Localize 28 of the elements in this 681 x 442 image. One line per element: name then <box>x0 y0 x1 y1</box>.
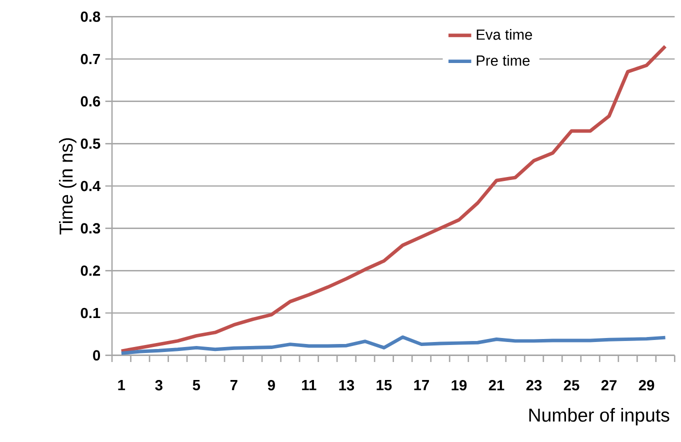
x-tick-label: 27 <box>601 380 617 390</box>
x-tick-label: 13 <box>339 380 354 390</box>
x-tick-label: 15 <box>376 380 392 390</box>
x-tick-label: 7 <box>230 380 238 390</box>
y-tick-label: 0.1 <box>80 308 100 318</box>
legend-label: Pre time <box>476 55 530 66</box>
y-tick-label: 0.3 <box>80 223 100 234</box>
x-tick-label: 9 <box>268 380 275 390</box>
x-tick-label: 25 <box>564 380 580 390</box>
x-axis-title: Number of inputs <box>529 408 670 426</box>
x-tick-label: 29 <box>638 380 654 390</box>
y-tick-label: 0.4 <box>80 180 101 192</box>
x-tick-label: 3 <box>155 380 162 390</box>
x-tick-label: 23 <box>526 380 542 390</box>
y-tick-label: 0.2 <box>80 265 100 276</box>
y-tick-label: 0.6 <box>80 96 100 107</box>
y-axis-title: Time (in ns) <box>59 138 76 234</box>
x-tick-label: 11 <box>302 380 316 390</box>
x-tick-label: 17 <box>414 380 429 390</box>
y-tick-label: 0.7 <box>80 54 100 64</box>
x-tick-label: 1 <box>118 380 126 390</box>
y-tick-label: 0 <box>93 350 100 361</box>
legend-label: Eva time <box>476 29 532 40</box>
x-tick-label: 21 <box>488 380 504 390</box>
y-tick-label: 0.8 <box>80 11 100 22</box>
x-tick-label: 19 <box>452 380 467 390</box>
y-tick-label: 0.5 <box>80 138 100 149</box>
x-tick-label: 5 <box>192 380 200 390</box>
